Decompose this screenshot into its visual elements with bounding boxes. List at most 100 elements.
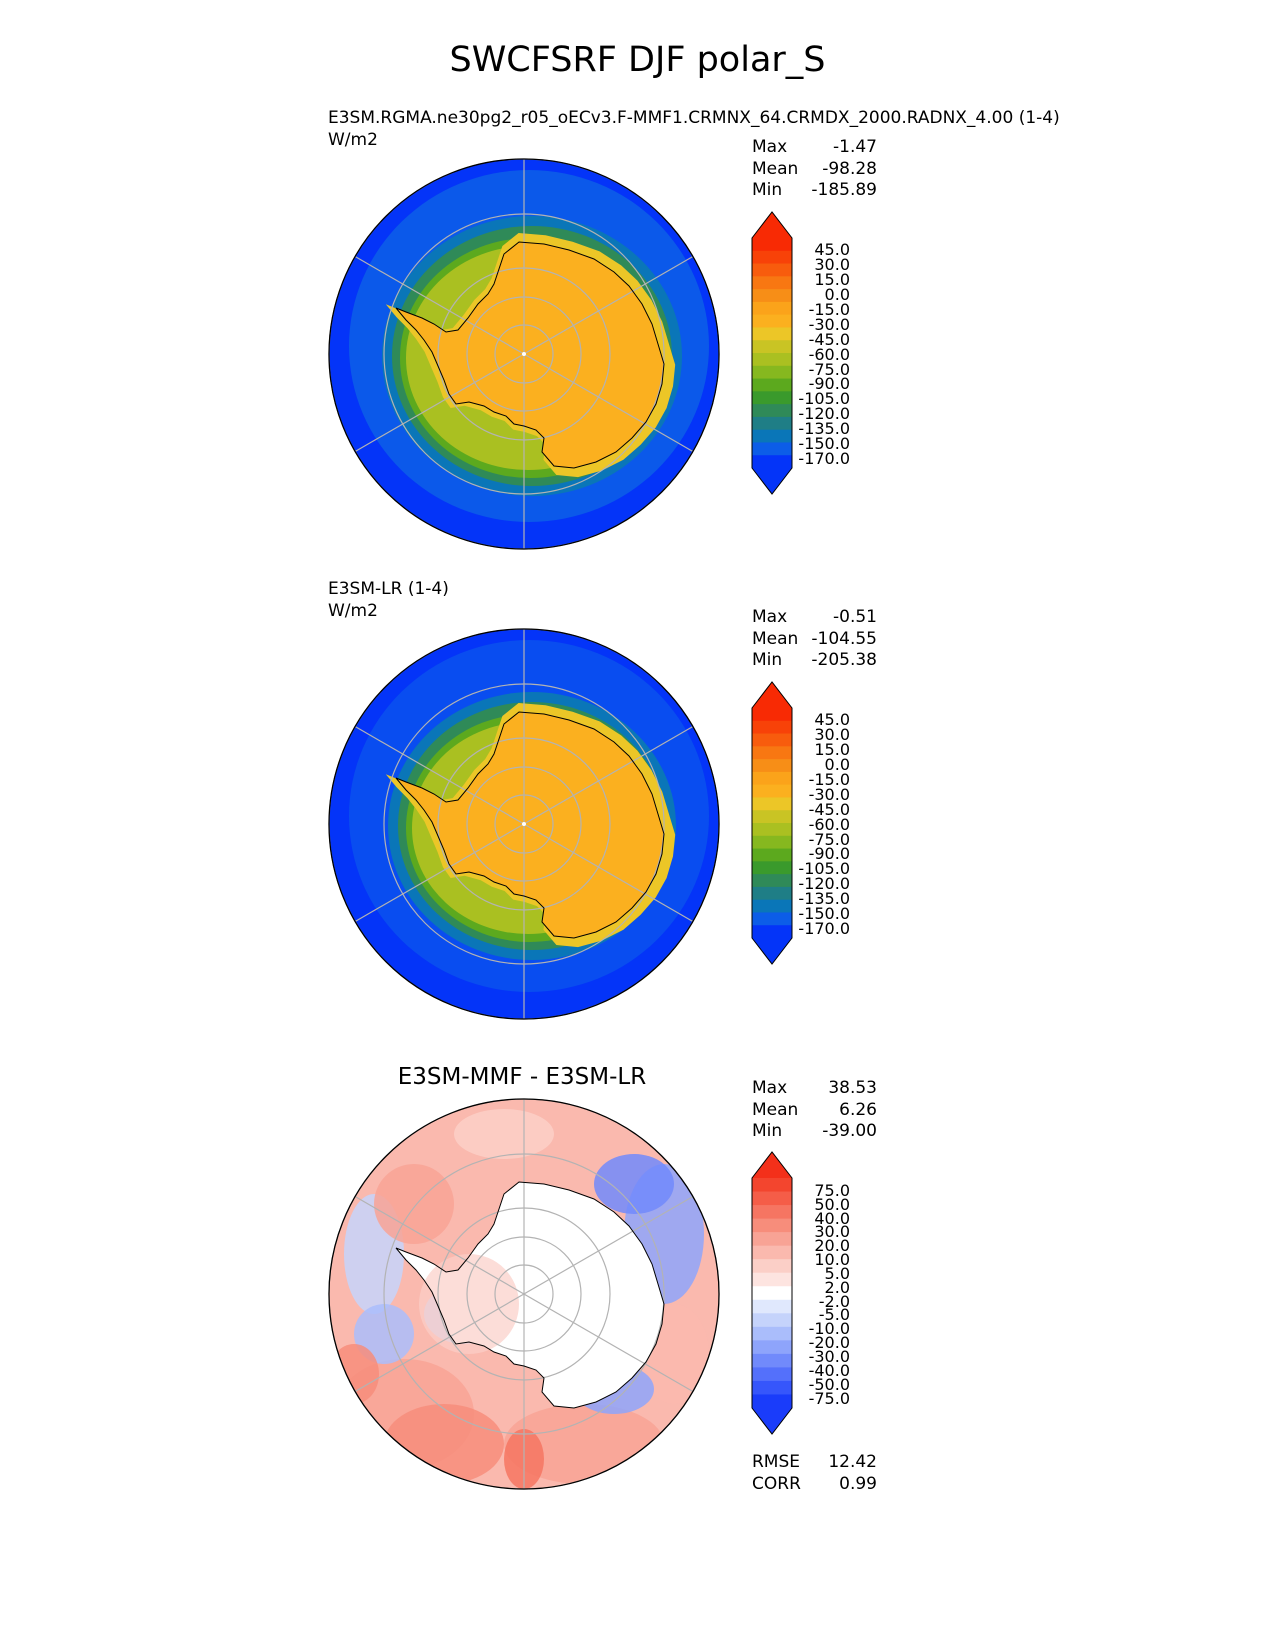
diff-interior: [396, 1182, 664, 1408]
colorbar-segment: [752, 1286, 792, 1301]
panel-1-stats: Max -1.47 Mean -98.28 Min -185.89: [752, 137, 877, 202]
colorbar-segment: [752, 1380, 792, 1395]
colorbar-segment: [752, 720, 792, 735]
map-boundary: [328, 628, 720, 1020]
colorbar-outline: [751, 1151, 793, 1435]
colorbar-segment: [752, 733, 792, 747]
colorbar-under-triangle: [752, 938, 792, 964]
colorbar-segment: [752, 289, 792, 303]
colorbar-tick-label: -170.0: [798, 919, 850, 939]
colorbar-tick-label: -20.0: [808, 1333, 850, 1353]
figure-title: SWCFSRF DJF polar_S: [449, 40, 826, 80]
colorbar-segment: [752, 416, 792, 431]
panel-1-units: W/m2: [328, 130, 378, 150]
colorbar-over-triangle: [752, 1152, 792, 1178]
colorbar-segment: [752, 1178, 792, 1193]
colorbar-segment: [752, 1299, 792, 1314]
panel-2-stats: Max -0.51 Mean -104.55 Min -205.38: [752, 607, 877, 672]
panel-1-subtitle: E3SM.RGMA.ne30pg2_r05_oECv3.F-MMF1.CRMNX…: [328, 108, 1060, 128]
metric-label: CORR: [752, 1473, 801, 1494]
colorbar-segment: [752, 391, 792, 405]
colorbar-tick-label: 5.0: [824, 1263, 850, 1283]
stat-min-row: Min -185.89: [752, 180, 877, 202]
diff-anomaly-blob: [374, 1164, 454, 1244]
colorbar-segment: [752, 1205, 792, 1220]
field-layer: [329, 159, 719, 549]
colorbar-tick-label: -60.0: [808, 814, 850, 834]
map-boundary: [328, 158, 720, 550]
stat-value: -185.89: [811, 180, 877, 200]
metric-label: RMSE: [752, 1452, 801, 1472]
colorbar-tick-label: 30.0: [814, 255, 850, 275]
colorbar-segment: [752, 823, 792, 837]
colorbar-tick-label: 0.0: [824, 754, 850, 774]
colorbar-segment: [752, 442, 792, 456]
colorbar-tick-label: -75.0: [808, 1388, 850, 1408]
colorbar-segment: [752, 314, 792, 328]
colorbar-segment: [752, 353, 792, 367]
colorbar-tick-label: -75.0: [808, 829, 850, 849]
coastline: [395, 241, 665, 469]
colorbar-over-triangle: [752, 682, 792, 708]
colorbar-segment: [752, 1191, 792, 1206]
colorbar-tick-label: -30.0: [808, 1346, 850, 1366]
colorbar-segment: [752, 797, 792, 811]
colorbar-tick-label: 15.0: [814, 739, 850, 759]
colorbar-segment: [752, 810, 792, 824]
coastline: [395, 1181, 665, 1409]
stat-value: 6.26: [839, 1099, 877, 1120]
panel-3-polar-map: [328, 1098, 720, 1490]
panel-3-metrics: RMSE 12.42 CORR 0.99: [752, 1452, 877, 1495]
stat-mean-row: Mean 6.26: [752, 1100, 877, 1122]
stat-max-row: Max -0.51: [752, 607, 877, 629]
pole-marker: [522, 822, 526, 826]
colorbar-tick-label: -30.0: [808, 784, 850, 804]
colorbar-segment: [752, 340, 792, 354]
colorbar-segment: [752, 1272, 792, 1287]
colorbar-under-triangle: [752, 468, 792, 494]
colorbar-tick-label: 75.0: [814, 1180, 850, 1200]
colorbar-tick-label: -150.0: [798, 904, 850, 924]
colorbar-segment: [752, 429, 792, 443]
panel-3-title: E3SM-MMF - E3SM-LR: [397, 1064, 647, 1090]
colorbar-tick-label: 0.0: [824, 284, 850, 304]
stat-min-row: Min -39.00: [752, 1121, 877, 1143]
stat-label: Mean: [752, 158, 799, 179]
colorbar-tick-label: -75.0: [808, 359, 850, 379]
colorbar-tick-label: -150.0: [798, 434, 850, 454]
stat-value: -98.28: [822, 158, 877, 179]
stat-value: -104.55: [811, 628, 877, 649]
panel-2-polar-map: [328, 628, 720, 1020]
stat-label: Mean: [752, 628, 799, 649]
colorbar-tick-label: -30.0: [808, 314, 850, 334]
colorbar-tick-label: 2.0: [824, 1277, 850, 1297]
colorbar-tick-label: -50.0: [808, 1374, 850, 1394]
colorbar-tick-label: -15.0: [808, 299, 850, 319]
colorbar-tick-label: -2.0: [818, 1291, 850, 1311]
colorbar-tick-label: -105.0: [798, 859, 850, 879]
colorbar-over-triangle: [752, 212, 792, 238]
colorbar-tick-label: -135.0: [798, 419, 850, 439]
colorbar-segment: [752, 238, 792, 252]
panel-2-subtitle: E3SM-LR (1-4): [328, 579, 449, 599]
stat-value: -0.51: [833, 607, 877, 627]
colorbar-tick-label: 10.0: [814, 1250, 850, 1270]
pole-marker: [522, 352, 526, 356]
colorbar-segment: [752, 1340, 792, 1355]
stat-value: -1.47: [833, 137, 877, 157]
colorbar-segment: [752, 455, 792, 469]
colorbar-tick-label: -90.0: [808, 844, 850, 864]
diff-anomaly-blob: [329, 1344, 379, 1404]
colorbar-segment: [752, 835, 792, 850]
stat-value: -205.38: [811, 650, 877, 670]
colorbar-tick-label: 40.0: [814, 1208, 850, 1228]
colorbar-segment: [752, 899, 792, 913]
colorbar-tick-label: -60.0: [808, 344, 850, 364]
colorbar-segment: [752, 378, 792, 392]
colorbar-segment: [752, 771, 792, 786]
colorbar-segment: [752, 301, 792, 316]
colorbar-outline: [751, 211, 793, 495]
metric-value: 0.99: [839, 1473, 877, 1494]
metric-rmse-row: RMSE 12.42: [752, 1452, 877, 1474]
stat-mean-row: Mean -104.55: [752, 629, 877, 651]
